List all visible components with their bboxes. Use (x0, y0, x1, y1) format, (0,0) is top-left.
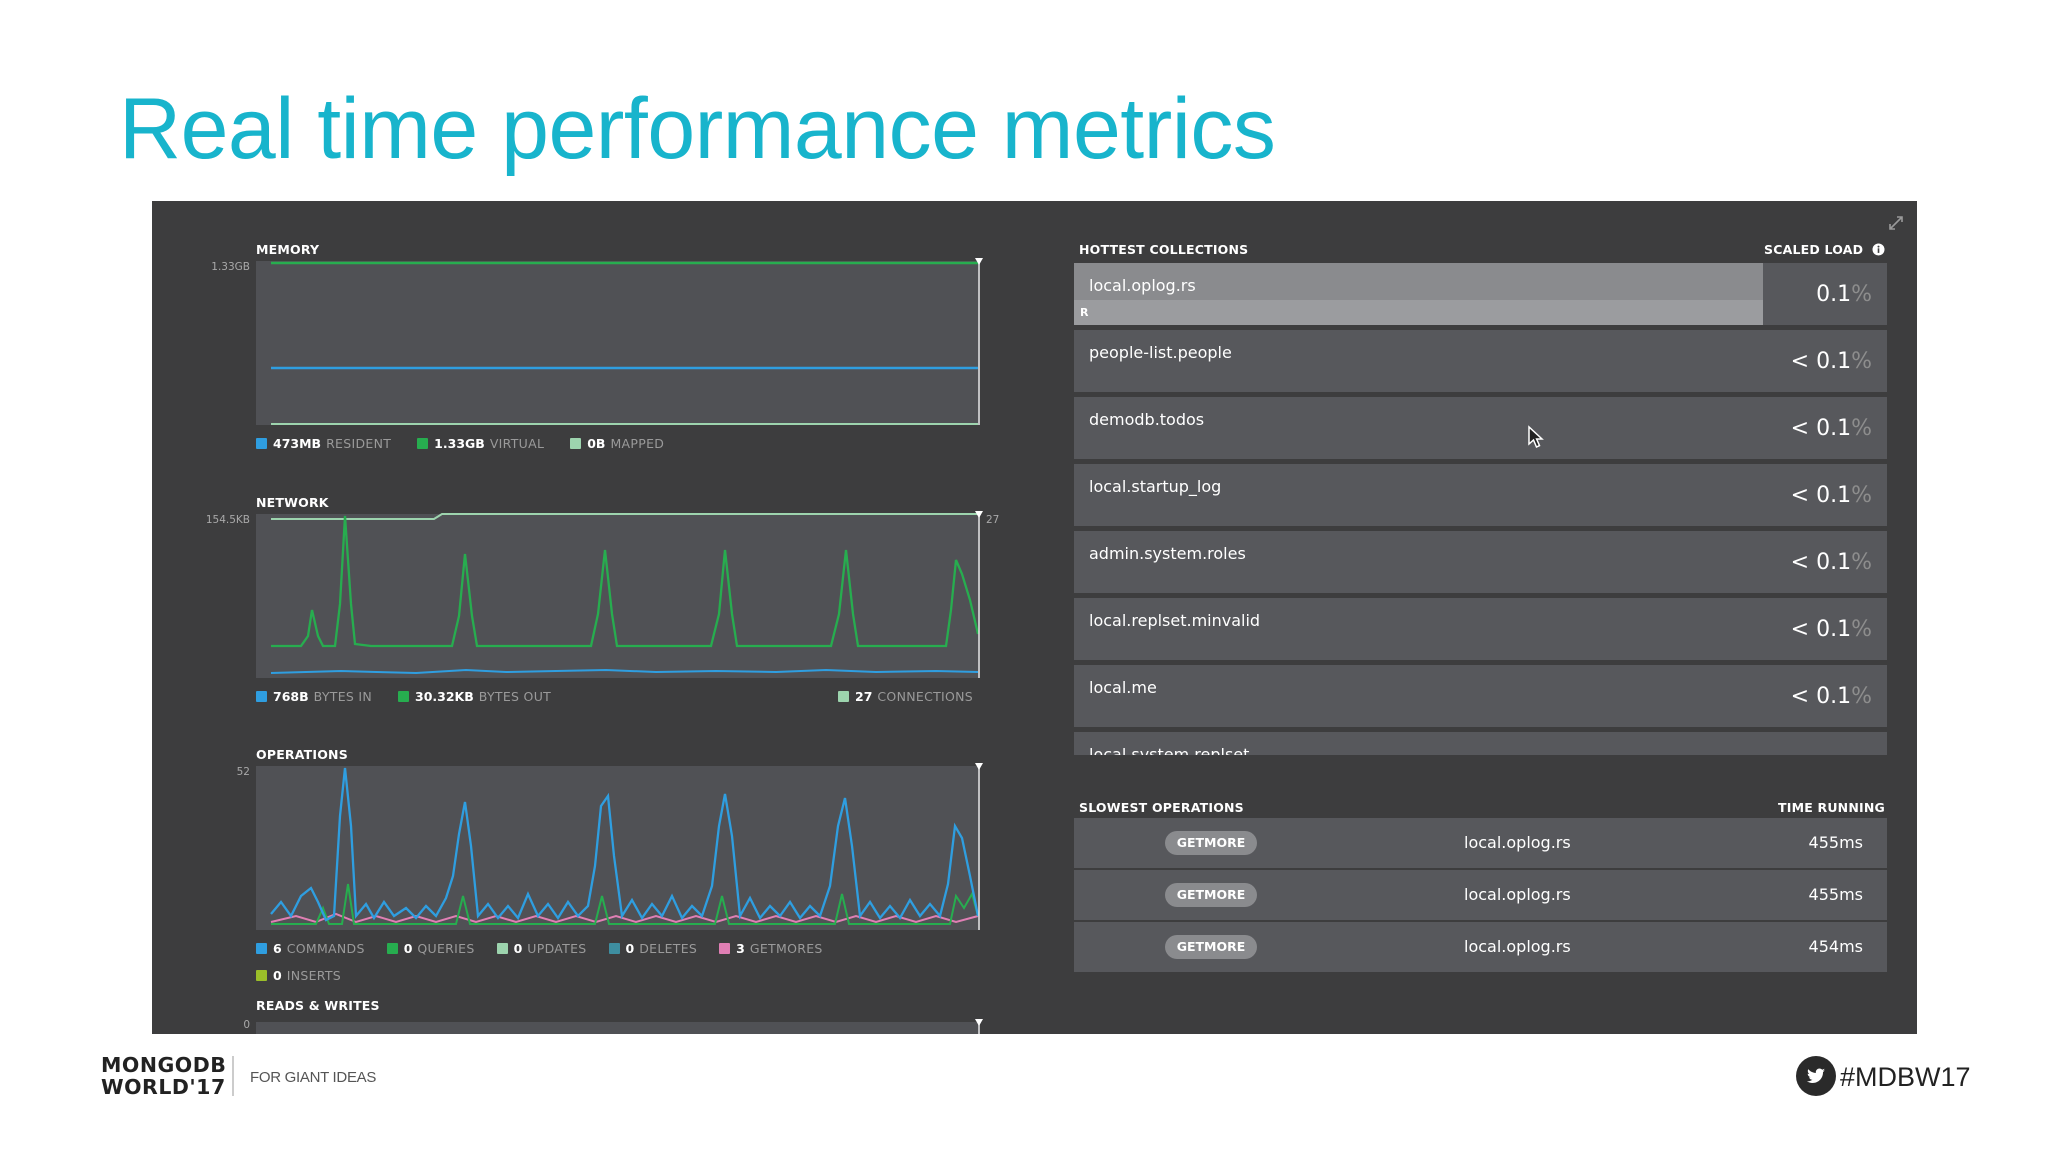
operation-type-badge: GETMORE (1165, 883, 1257, 907)
footer-divider (232, 1056, 234, 1096)
operation-namespace: local.oplog.rs (1464, 937, 1571, 956)
reads-writes-label: READS & WRITES (256, 998, 380, 1013)
operation-namespace: local.oplog.rs (1464, 833, 1571, 852)
operation-namespace: local.oplog.rs (1464, 885, 1571, 904)
mongodb-world-logo: MONGODB WORLD'17 (101, 1053, 227, 1099)
collection-name: local.oplog.rs (1089, 276, 1196, 295)
legend-getmores: 3 GETMORES (719, 941, 822, 956)
collection-name: local.system.replset (1089, 745, 1250, 755)
legend-queries: 0 QUERIES (386, 941, 475, 956)
slow-operation-row[interactable]: GETMORE local.oplog.rs 454ms (1074, 922, 1887, 972)
network-legend-connections: 27 CONNECTIONS (838, 689, 973, 705)
legend-mapped: 0B MAPPED (570, 436, 664, 451)
reads-writes-y-max: 0 (243, 1019, 250, 1031)
slide-title: Real time performance metrics (119, 81, 1276, 177)
collection-name: local.me (1089, 678, 1157, 697)
collection-name: people-list.people (1089, 343, 1232, 362)
memory-legend: 473MB RESIDENT 1.33GB VIRTUAL 0B MAPPED (256, 436, 686, 452)
operation-time: 454ms (1808, 937, 1863, 956)
operations-legend-row2: 0 INSERTS (256, 968, 363, 984)
legend-inserts: 0 INSERTS (256, 968, 341, 983)
time-running-label: TIME RUNNING (1778, 800, 1885, 815)
network-y-right-max: 27 (986, 514, 1000, 526)
expand-icon[interactable] (1887, 214, 1905, 232)
slow-operation-row[interactable]: GETMORE local.oplog.rs 455ms (1074, 818, 1887, 868)
operations-label: OPERATIONS (256, 747, 348, 762)
collection-load-value: < 0.1% (1790, 483, 1872, 508)
collection-load-value: < 0.1% (1790, 617, 1872, 642)
bytes-in-line (270, 668, 979, 675)
collection-load-value: < 0.1% (1790, 684, 1872, 709)
operation-time: 455ms (1808, 833, 1863, 852)
operations-legend: 6 COMMANDS 0 QUERIES 0 UPDATES 0 DELETES 3 GE… (256, 941, 823, 957)
legend-connections: 27 CONNECTIONS (838, 689, 973, 704)
operations-y-max: 52 (236, 766, 250, 778)
collection-load-value: 0.1% (1816, 282, 1872, 307)
queries-line (271, 883, 979, 925)
network-y-max: 154.5KB (205, 514, 250, 526)
collection-row[interactable]: people-list.people < 0.1% (1074, 330, 1887, 392)
collection-name: local.replset.minvalid (1089, 611, 1261, 630)
operations-chart (256, 763, 983, 930)
slowest-operations-label: SLOWEST OPERATIONS (1079, 800, 1244, 815)
memory-label: MEMORY (256, 242, 320, 257)
collection-row[interactable]: local.replset.minvalid < 0.1% (1074, 598, 1887, 660)
network-legend: 768B BYTES IN 30.32KB BYTES OUT (256, 689, 573, 705)
legend-commands: 6 COMMANDS (256, 941, 365, 956)
slow-operation-row[interactable]: GETMORE local.oplog.rs 455ms (1074, 870, 1887, 920)
collection-row[interactable]: local.startup_log < 0.1% (1074, 464, 1887, 526)
read-lock-bar: R (1074, 300, 1763, 325)
collection-row[interactable]: R local.oplog.rs 0.1% (1074, 263, 1887, 325)
memory-y-max: 1.33GB (211, 261, 250, 273)
collection-load-value: < 0.1% (1790, 416, 1872, 441)
memory-chart (256, 258, 983, 425)
legend-deletes: 0 DELETES (608, 941, 698, 956)
footer-tagline: FOR GIANT IDEAS (250, 1069, 377, 1086)
collection-name: demodb.todos (1089, 410, 1205, 429)
performance-dashboard: MEMORY 1.33GB 473MB RESIDENT 1.33GB VIRTUA… (152, 201, 1917, 1034)
legend-virtual: 1.33GB VIRTUAL (417, 436, 544, 451)
network-chart (256, 511, 983, 678)
legend-bytes-in: 768B BYTES IN (256, 689, 372, 704)
scaled-load-label: SCALED LOAD (1764, 242, 1885, 257)
collection-name: local.startup_log (1089, 477, 1222, 496)
network-label: NETWORK (256, 495, 329, 510)
hottest-collections-list: R local.oplog.rs 0.1% people-list.people… (1074, 263, 1887, 755)
twitter-icon (1796, 1056, 1836, 1096)
collection-name: admin.system.roles (1089, 544, 1246, 563)
operation-type-badge: GETMORE (1165, 831, 1257, 855)
legend-updates: 0 UPDATES (496, 941, 587, 956)
legend-bytes-out: 30.32KB BYTES OUT (398, 689, 551, 704)
collection-load-value: < 0.1% (1790, 550, 1872, 575)
legend-resident: 473MB RESIDENT (256, 436, 391, 451)
commands-line (270, 767, 980, 922)
collection-row[interactable]: local.me < 0.1% (1074, 665, 1887, 727)
bytes-out-line (271, 515, 980, 648)
hottest-collections-label: HOTTEST COLLECTIONS (1079, 242, 1249, 257)
collection-row[interactable]: local.system.replset (1074, 732, 1887, 755)
collection-row[interactable]: admin.system.roles < 0.1% (1074, 531, 1887, 593)
connections-line (271, 513, 978, 520)
info-icon[interactable] (1872, 243, 1885, 256)
operation-time: 455ms (1808, 885, 1863, 904)
reads-writes-chart (256, 1019, 983, 1034)
collection-row[interactable]: demodb.todos < 0.1% (1074, 397, 1887, 459)
collection-load-value: < 0.1% (1790, 349, 1872, 374)
mouse-cursor-icon (1528, 425, 1544, 449)
event-hashtag: #MDBW17 (1840, 1062, 1971, 1092)
operation-type-badge: GETMORE (1165, 935, 1257, 959)
